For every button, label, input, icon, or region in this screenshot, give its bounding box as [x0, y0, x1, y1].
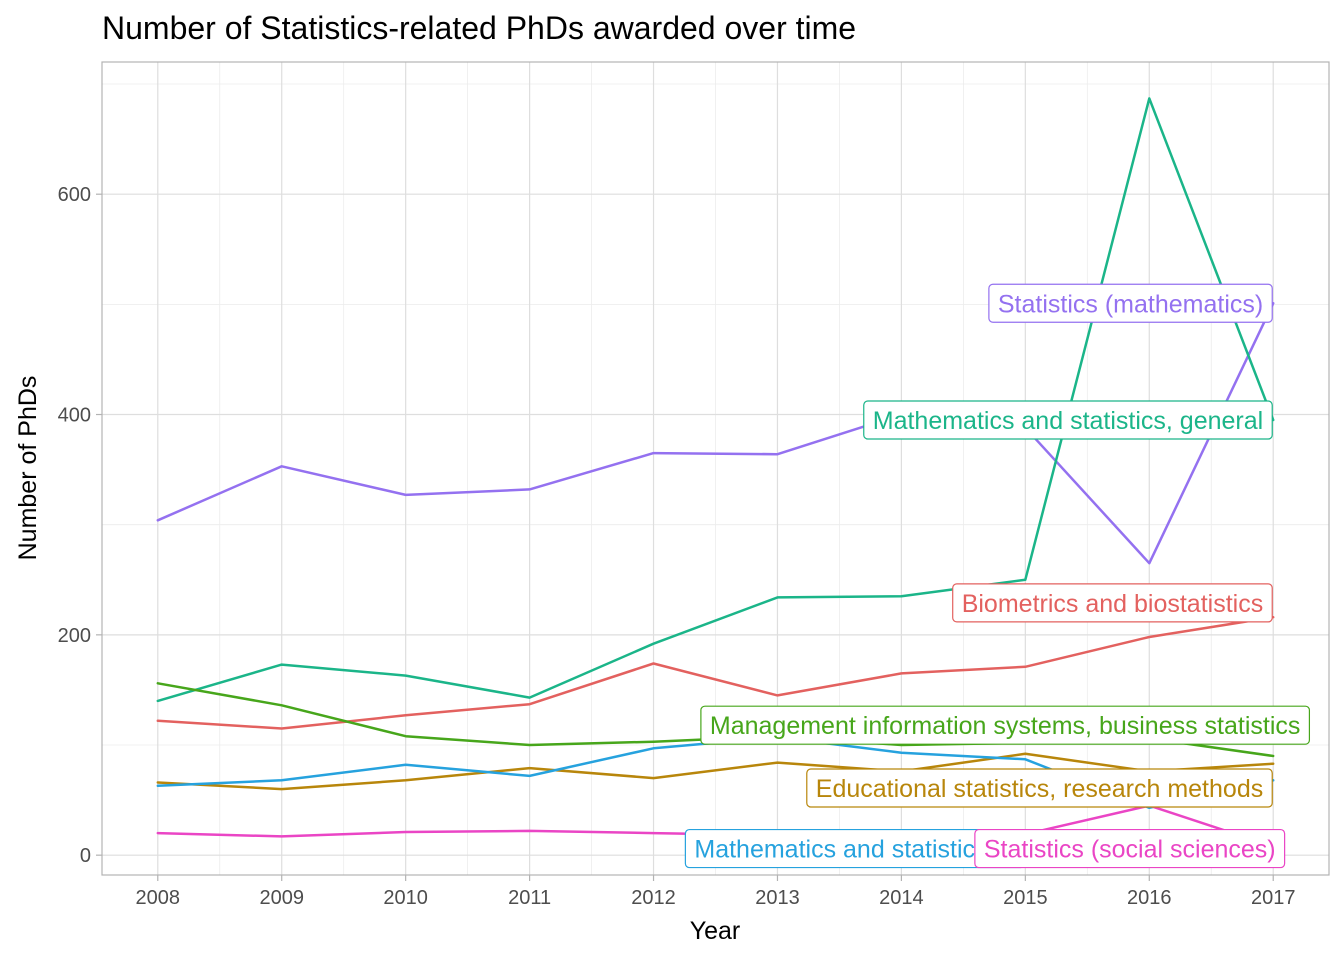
series-label-text: Educational statistics, research methods	[816, 775, 1263, 803]
series-label-text: Statistics (social sciences)	[984, 836, 1276, 864]
y-tick-label: 600	[58, 184, 91, 206]
series-label-text: Statistics (mathematics)	[998, 290, 1263, 318]
x-tick-label: 2009	[259, 887, 304, 909]
plot-border	[101, 61, 1330, 876]
series-label-text: Mathematics and statistics, general	[873, 407, 1263, 435]
x-tick-label: 2010	[383, 887, 428, 909]
series-label-text: Mathematics and statistics, o	[694, 836, 1015, 864]
x-axis-title: Year	[690, 917, 741, 945]
series-label-text: Management information systems, business…	[710, 712, 1301, 740]
x-tick-label: 2017	[1251, 887, 1296, 909]
series-label-text: Biometrics and biostatistics	[962, 590, 1264, 618]
series-line-4	[156, 752, 1275, 791]
x-tick-label: 2011	[508, 887, 551, 909]
x-tick-label: 2016	[1127, 887, 1172, 909]
y-axis-title: Number of PhDs	[14, 376, 42, 561]
series-line-1	[156, 97, 1275, 703]
series-label-5: Mathematics and statistics, o	[684, 828, 1025, 869]
series-label-3: Management information systems, business…	[700, 705, 1311, 745]
x-tick-label: 2013	[755, 887, 800, 909]
x-tick-label: 2008	[136, 887, 181, 909]
y-tick-label: 400	[58, 405, 91, 427]
series-label-4: Educational statistics, research methods	[806, 768, 1273, 808]
x-tick-label: 2014	[879, 887, 924, 909]
chart-title: Number of Statistics-related PhDs awarde…	[102, 10, 856, 46]
x-tick-label: 2015	[1003, 887, 1048, 909]
series-labels: Statistics (mathematics) Mathematics and …	[684, 283, 1311, 869]
series-line-0	[156, 302, 1275, 565]
series-label-6: Statistics (social sciences)	[974, 828, 1286, 869]
axes: 2008 2009 2010 2011 2012 2013 2014 2015 2016 2017…	[58, 184, 1296, 909]
y-tick-label: 0	[80, 845, 91, 867]
series-label-0: Statistics (mathematics)	[988, 283, 1273, 323]
y-tick-label: 200	[58, 625, 91, 647]
x-tick-label: 2012	[631, 887, 676, 909]
series-label-1: Mathematics and statistics, general	[863, 400, 1273, 440]
series-label-2: Biometrics and biostatistics	[952, 583, 1273, 623]
